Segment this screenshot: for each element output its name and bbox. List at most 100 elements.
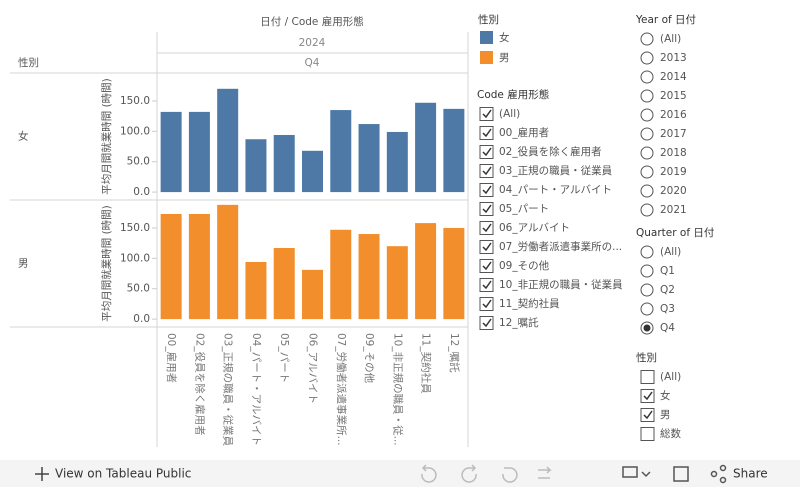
- check-mark: [482, 261, 492, 271]
- checkbox[interactable]: [479, 316, 494, 330]
- checkbox[interactable]: [640, 408, 655, 422]
- filter-item[interactable]: 2021: [660, 204, 687, 216]
- filter-item[interactable]: 女: [660, 389, 671, 402]
- filter-item[interactable]: 07_労働者派遣事業所の...: [499, 240, 622, 253]
- toolbar-icons[interactable]: [622, 464, 727, 484]
- bar: [160, 111, 182, 193]
- bar: [386, 246, 408, 320]
- column-level: 2024: [299, 37, 326, 49]
- checkbox[interactable]: [640, 427, 655, 441]
- checkbox[interactable]: [479, 297, 494, 311]
- filter-item[interactable]: 04_パート・アルバイト: [499, 184, 612, 196]
- filter-title: Year of 日付: [635, 13, 696, 26]
- checkbox[interactable]: [479, 107, 494, 121]
- column-header: 日付 / Code 雇用形態: [260, 15, 363, 28]
- share[interactable]: Share: [733, 467, 768, 481]
- check-mark: [643, 391, 653, 401]
- radio[interactable]: [640, 184, 654, 198]
- check-mark: [482, 299, 492, 309]
- filter-item[interactable]: 03_正規の職員・従業員: [499, 164, 613, 177]
- filter-item[interactable]: 06_アルバイト: [499, 222, 570, 234]
- checkbox[interactable]: [479, 240, 494, 254]
- checkbox[interactable]: [479, 126, 494, 140]
- filter-item[interactable]: 2017: [660, 128, 687, 140]
- view-link[interactable]: View on Tableau Public: [55, 467, 191, 481]
- filter-item[interactable]: (All): [660, 371, 681, 383]
- filter-item[interactable]: 2019: [660, 166, 687, 178]
- checkbox[interactable]: [640, 370, 655, 384]
- filter-item[interactable]: 00_雇用者: [499, 126, 549, 139]
- check-mark: [482, 242, 492, 252]
- checkbox[interactable]: [479, 221, 494, 235]
- y-tick-label: 0.0: [133, 313, 150, 325]
- filter-item[interactable]: 男: [660, 409, 671, 421]
- filter-item[interactable]: 2018: [660, 147, 687, 159]
- filter-item[interactable]: 2016: [660, 109, 687, 121]
- checkbox[interactable]: [640, 389, 655, 403]
- bar: [217, 88, 239, 193]
- radio[interactable]: [640, 89, 654, 103]
- radio[interactable]: [640, 165, 654, 179]
- radio[interactable]: [640, 146, 654, 160]
- bar: [273, 248, 295, 320]
- filter-item[interactable]: (All): [499, 108, 520, 120]
- toolbar-icons[interactable]: [421, 464, 552, 483]
- legend-title: 性別: [478, 13, 499, 26]
- y-tick-label: 150.0: [120, 95, 150, 107]
- tableau-icon[interactable]: [35, 467, 49, 481]
- radio[interactable]: [640, 203, 654, 217]
- checkbox[interactable]: [479, 164, 494, 178]
- x-tick-label: 11_契約社員: [420, 333, 433, 394]
- filter-item[interactable]: 総数: [660, 427, 681, 440]
- filter-item[interactable]: 2014: [660, 71, 687, 83]
- x-tick-label: 12_嘱託: [448, 333, 461, 373]
- filter-item[interactable]: 10_非正規の職員・従業員: [499, 278, 623, 291]
- radio[interactable]: [640, 51, 654, 65]
- check-mark: [482, 166, 492, 176]
- filter-item[interactable]: 11_契約社員: [499, 297, 560, 310]
- radio[interactable]: [640, 264, 654, 278]
- radio[interactable]: [640, 283, 654, 297]
- filter-item[interactable]: (All): [660, 246, 681, 258]
- checkbox[interactable]: [479, 259, 494, 273]
- filter-item[interactable]: Q1: [660, 265, 675, 277]
- filter-item[interactable]: 12_嘱託: [499, 316, 539, 329]
- y-tick-label: 50.0: [127, 283, 150, 295]
- radio[interactable]: [640, 302, 654, 316]
- bar: [330, 110, 352, 193]
- legend-label: 男: [499, 52, 510, 64]
- filter-item[interactable]: 09_その他: [499, 259, 550, 272]
- checkbox[interactable]: [479, 145, 494, 159]
- filter-item[interactable]: 02_役員を除く雇用者: [499, 145, 602, 158]
- check-mark: [482, 147, 492, 157]
- y-tick-label: 100.0: [120, 252, 150, 264]
- radio[interactable]: [640, 70, 654, 84]
- bar: [245, 139, 267, 193]
- filter-item[interactable]: 05_パート: [499, 203, 549, 215]
- radio[interactable]: [640, 108, 654, 122]
- y-axis-title: 平均月間就業時間 (時間): [100, 205, 113, 322]
- radio[interactable]: [640, 245, 654, 259]
- filter-item[interactable]: Q2: [660, 284, 675, 296]
- checkbox[interactable]: [479, 202, 494, 216]
- radio[interactable]: [640, 32, 654, 46]
- bar: [415, 102, 437, 193]
- filter-title: Quarter of 日付: [636, 226, 714, 239]
- radio-dot: [643, 324, 651, 332]
- check-mark: [643, 410, 653, 420]
- y-tick-label: 150.0: [120, 222, 150, 234]
- filter-item[interactable]: 2020: [660, 185, 687, 197]
- filter-item[interactable]: Q4: [660, 322, 675, 334]
- checkbox[interactable]: [479, 278, 494, 292]
- filter-item[interactable]: 2015: [660, 90, 687, 102]
- radio[interactable]: [640, 127, 654, 141]
- legend-swatch: [480, 31, 493, 44]
- bar: [358, 124, 380, 193]
- checkbox[interactable]: [479, 183, 494, 197]
- filter-item[interactable]: Q3: [660, 303, 675, 315]
- bar: [245, 261, 267, 320]
- filter-item[interactable]: 2013: [660, 52, 687, 64]
- bar: [302, 269, 323, 320]
- bar: [188, 213, 210, 320]
- filter-item[interactable]: (All): [660, 33, 681, 45]
